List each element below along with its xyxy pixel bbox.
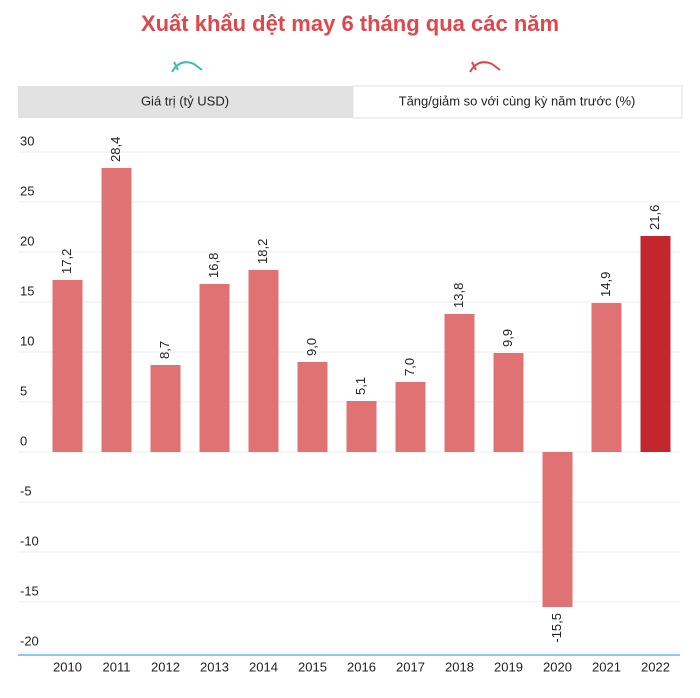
x-tick-label: 2015	[298, 659, 327, 674]
value-label: 9,0	[304, 338, 319, 356]
hand-icon	[469, 61, 501, 73]
y-tick-label: -15	[20, 583, 39, 598]
y-tick-label: 10	[20, 333, 34, 348]
value-label: 8,7	[157, 341, 172, 359]
bar	[199, 284, 230, 452]
bar	[542, 452, 573, 607]
y-tick-label: -5	[20, 483, 32, 498]
x-tick-label: 2020	[543, 659, 572, 674]
x-tick-label: 2013	[200, 659, 229, 674]
x-tick-label: 2012	[151, 659, 180, 674]
x-tick-label: 2021	[592, 659, 621, 674]
x-tick-label: 2018	[445, 659, 474, 674]
value-label: 16,8	[206, 253, 221, 278]
y-tick-label: 25	[20, 183, 34, 198]
y-tick-label: 30	[20, 133, 34, 148]
bar	[444, 314, 475, 452]
bar	[640, 236, 671, 452]
value-label: 17,2	[59, 249, 74, 274]
value-label: 7,0	[402, 358, 417, 376]
x-tick-label: 2022	[641, 659, 670, 674]
bar	[591, 303, 622, 452]
x-tick-label: 2019	[494, 659, 523, 674]
x-tick-label: 2010	[53, 659, 82, 674]
value-label: 18,2	[255, 239, 270, 264]
y-tick-label: 15	[20, 283, 34, 298]
value-label: 9,9	[500, 329, 515, 347]
value-label: 14,9	[598, 272, 613, 297]
tab-label[interactable]: Tăng/giảm so với cùng kỳ năm trước (%)	[399, 93, 636, 108]
hand-icon	[171, 61, 203, 73]
tab-label[interactable]: Giá trị (tỷ USD)	[141, 93, 229, 108]
value-label: -15,5	[549, 613, 564, 643]
bar	[395, 382, 426, 452]
x-tick-label: 2017	[396, 659, 425, 674]
x-tick-label: 2014	[249, 659, 278, 674]
value-label: 5,1	[353, 377, 368, 395]
value-label: 13,8	[451, 283, 466, 308]
value-label: 28,4	[108, 137, 123, 162]
bar	[52, 280, 83, 452]
y-tick-label: 5	[20, 383, 27, 398]
y-tick-label: 0	[20, 433, 27, 448]
bar	[297, 362, 328, 452]
x-tick-label: 2011	[103, 659, 131, 674]
bar	[150, 365, 181, 452]
y-tick-label: -20	[20, 633, 39, 648]
y-tick-label: 20	[20, 233, 34, 248]
value-label: 21,6	[647, 205, 662, 230]
tab[interactable]	[352, 85, 683, 119]
tab[interactable]	[18, 86, 353, 118]
bar	[248, 270, 279, 452]
bar	[493, 353, 524, 452]
y-tick-label: -10	[20, 533, 39, 548]
chart-title: Xuất khẩu dệt may 6 tháng qua các năm	[141, 11, 559, 36]
bar	[101, 168, 132, 452]
bar	[346, 401, 377, 452]
x-tick-label: 2016	[347, 659, 376, 674]
